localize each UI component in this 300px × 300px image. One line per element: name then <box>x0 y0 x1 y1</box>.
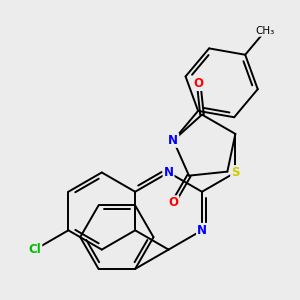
Text: N: N <box>168 134 178 147</box>
Text: N: N <box>197 224 207 237</box>
Text: O: O <box>194 77 204 90</box>
Text: S: S <box>231 166 240 179</box>
Text: Cl: Cl <box>28 243 41 256</box>
Text: N: N <box>164 166 174 179</box>
Text: CH₃: CH₃ <box>255 26 275 36</box>
Text: O: O <box>168 196 178 209</box>
